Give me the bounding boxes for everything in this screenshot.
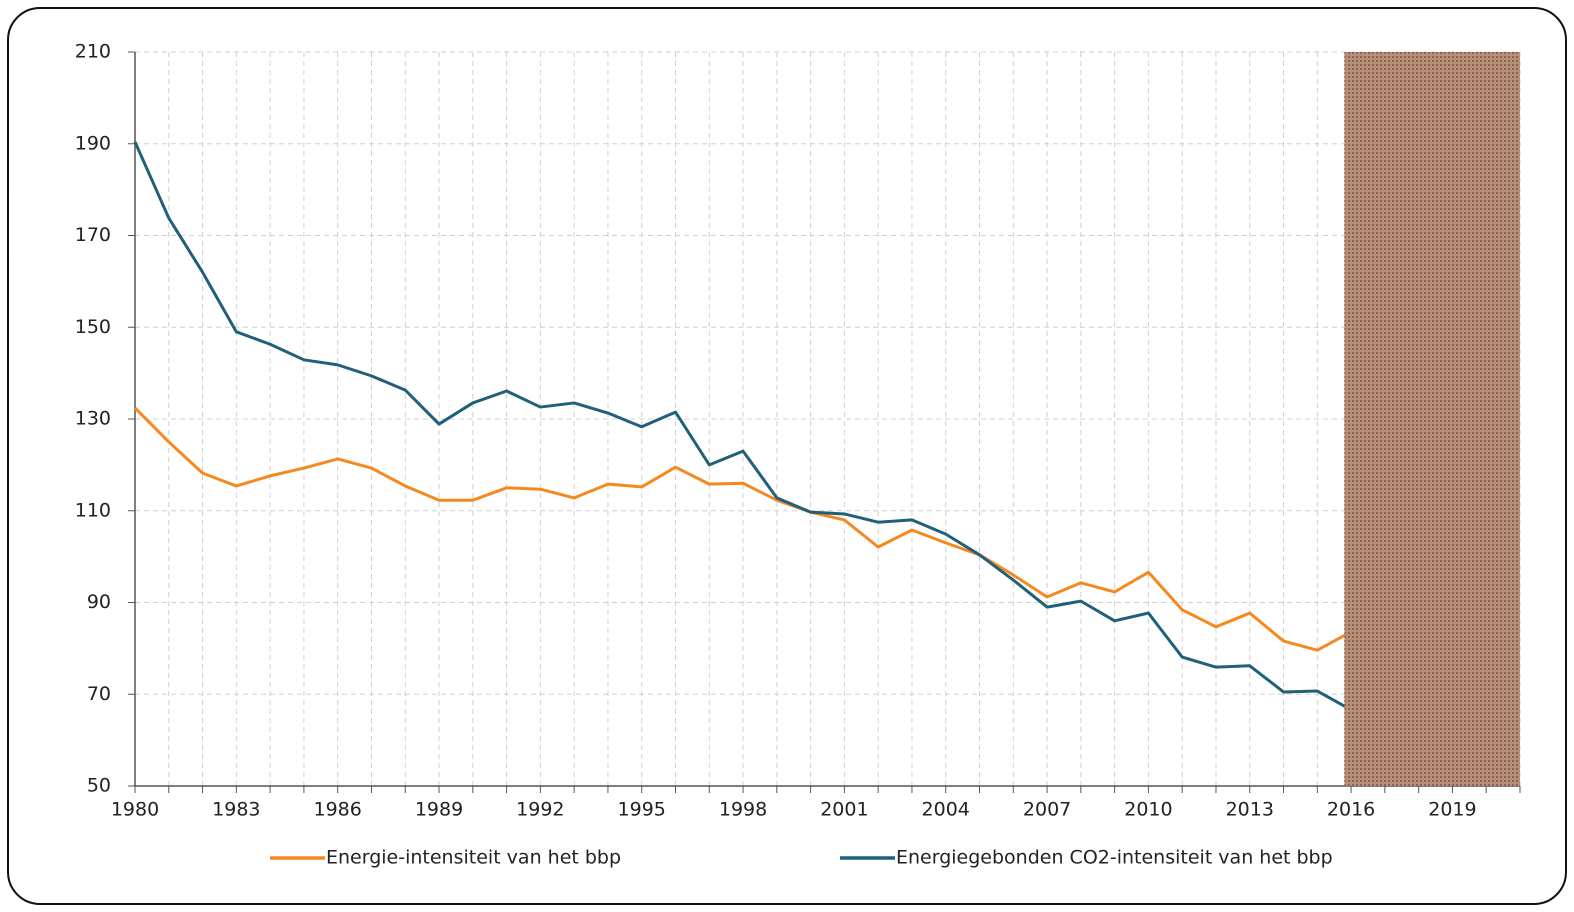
x-tick-label: 1998 — [719, 799, 767, 821]
y-tick-label: 210 — [75, 41, 111, 63]
x-tick-label: 2019 — [1428, 799, 1476, 821]
x-tick-label: 2016 — [1327, 799, 1375, 821]
legend-label: Energie-intensiteit van het bbp — [326, 847, 621, 869]
y-tick-label: 110 — [75, 499, 111, 521]
y-tick-label: 50 — [87, 775, 111, 797]
x-tick-label: 2001 — [820, 799, 868, 821]
x-tick-label: 1980 — [111, 799, 159, 821]
y-tick-label: 70 — [87, 683, 111, 705]
series-line — [133, 141, 1352, 712]
y-tick-label: 130 — [75, 408, 111, 430]
x-tick-label: 1986 — [314, 799, 362, 821]
x-tick-label: 1983 — [212, 799, 260, 821]
shaded-span — [1344, 52, 1520, 786]
legend-label: Energiegebonden CO2-intensiteit van het … — [896, 847, 1333, 869]
frame — [7, 7, 1567, 905]
y-tick-label: 90 — [87, 591, 111, 613]
y-tick-label: 190 — [75, 132, 111, 154]
x-tick-label: 1995 — [618, 799, 666, 821]
x-tick-label: 1992 — [516, 799, 564, 821]
x-tick-label: 2010 — [1124, 799, 1172, 821]
series-line — [133, 406, 1352, 652]
y-tick-label: 170 — [75, 224, 111, 246]
y-tick-label: 150 — [75, 316, 111, 338]
x-tick-label: 2013 — [1226, 799, 1274, 821]
x-tick-label: 2004 — [922, 799, 970, 821]
x-tick-label: 2007 — [1023, 799, 1071, 821]
x-tick-label: 1989 — [415, 799, 463, 821]
